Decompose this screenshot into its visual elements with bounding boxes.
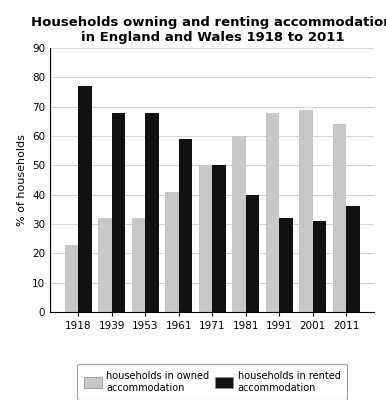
Bar [346,206,360,312]
Bar [266,112,279,312]
Title: Households owning and renting accommodation
in England and Wales 1918 to 2011: Households owning and renting accommodat… [32,16,386,44]
Bar [279,218,293,312]
Bar [212,165,226,312]
Bar [246,195,259,312]
Bar [166,192,179,312]
Bar [65,244,78,312]
Bar [98,218,112,312]
Legend: households in owned
accommodation, households in rented
accommodation: households in owned accommodation, house… [77,364,347,400]
Bar [132,218,145,312]
Y-axis label: % of households: % of households [17,134,27,226]
Bar [333,124,346,312]
Bar [112,112,125,312]
Bar [179,139,192,312]
Bar [78,86,92,312]
Bar [199,165,212,312]
Bar [313,221,326,312]
Bar [300,110,313,312]
Bar [232,136,246,312]
Bar [145,112,159,312]
